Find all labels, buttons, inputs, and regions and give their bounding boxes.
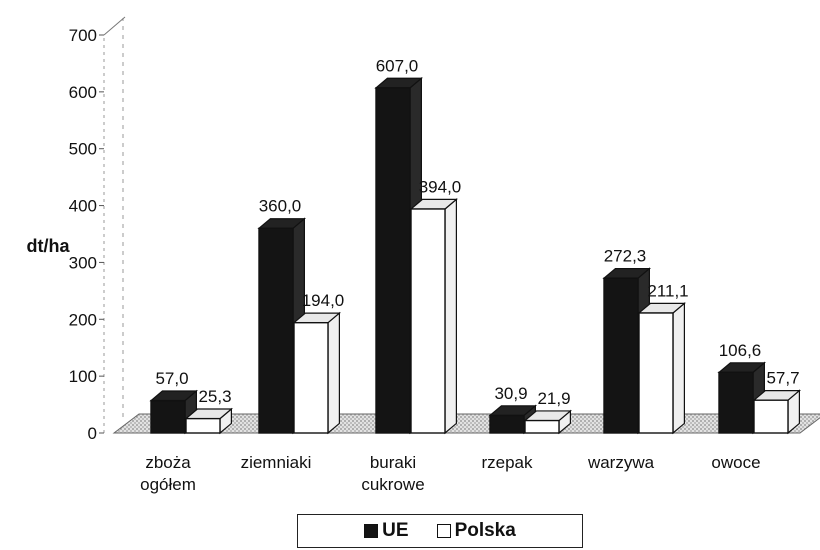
bar-ue [150, 399, 186, 434]
data-label-ue: 607,0 [376, 56, 419, 75]
data-label-ue: 106,6 [719, 341, 762, 360]
data-label-polska: 211,1 [647, 281, 688, 300]
data-label-ue: 360,0 [259, 197, 302, 216]
y-tick-label: 500 [69, 140, 97, 159]
bar-polska [638, 312, 674, 434]
legend-item-polska: Polska [436, 520, 516, 542]
y-tick-label: 700 [69, 26, 97, 45]
bar-polska [753, 399, 789, 434]
x-category-label: owoce [711, 453, 760, 472]
data-label-polska: 394,0 [419, 177, 462, 196]
bar-ue [258, 227, 294, 434]
data-label-ue: 30,9 [494, 384, 527, 403]
bar-polska-side [672, 302, 686, 435]
data-label-ue: 272,3 [604, 247, 647, 266]
legend-swatch-polska [436, 524, 451, 538]
y-tick-label: 0 [88, 424, 97, 443]
y-tick-label: 200 [69, 310, 97, 329]
data-label-ue: 57,0 [155, 369, 188, 388]
y-tick-label: 400 [69, 197, 97, 216]
y-tick-label: 300 [69, 253, 97, 272]
legend-label-polska: Polska [454, 520, 516, 541]
data-label-polska: 57,7 [766, 369, 799, 388]
y-tick-label: 600 [69, 83, 97, 102]
data-label-polska: 21,9 [537, 389, 570, 408]
x-category-label: rzepak [481, 453, 533, 472]
bar-polska [524, 419, 560, 434]
data-label-polska: 25,3 [198, 387, 231, 406]
bar-polska [185, 417, 221, 434]
x-category-label: warzywa [587, 453, 655, 472]
y-axis-top-depth [103, 16, 126, 36]
x-category-label: buraki [370, 453, 416, 472]
bar-ue [375, 87, 411, 434]
bar-ue [489, 414, 525, 434]
bar-polska-side [444, 198, 457, 435]
x-category-label: ziemniaki [241, 453, 312, 472]
bar-polska-side [327, 311, 340, 435]
legend-item-ue: UE [364, 520, 409, 542]
legend: UE Polska [297, 514, 583, 548]
legend-label-ue: UE [382, 520, 409, 541]
x-category-label: zboża [145, 453, 191, 472]
bar-ue [603, 277, 639, 434]
data-label-polska: 194,0 [302, 291, 345, 310]
x-category-label: ogółem [140, 475, 196, 494]
x-category-label: cukrowe [361, 475, 424, 494]
bar-polska [410, 208, 446, 434]
bar-ue [718, 371, 754, 434]
y-tick-label: 100 [69, 367, 97, 386]
legend-swatch-ue [364, 524, 379, 538]
y-axis-label: dt/ha [27, 236, 71, 256]
bar-polska [293, 321, 329, 434]
